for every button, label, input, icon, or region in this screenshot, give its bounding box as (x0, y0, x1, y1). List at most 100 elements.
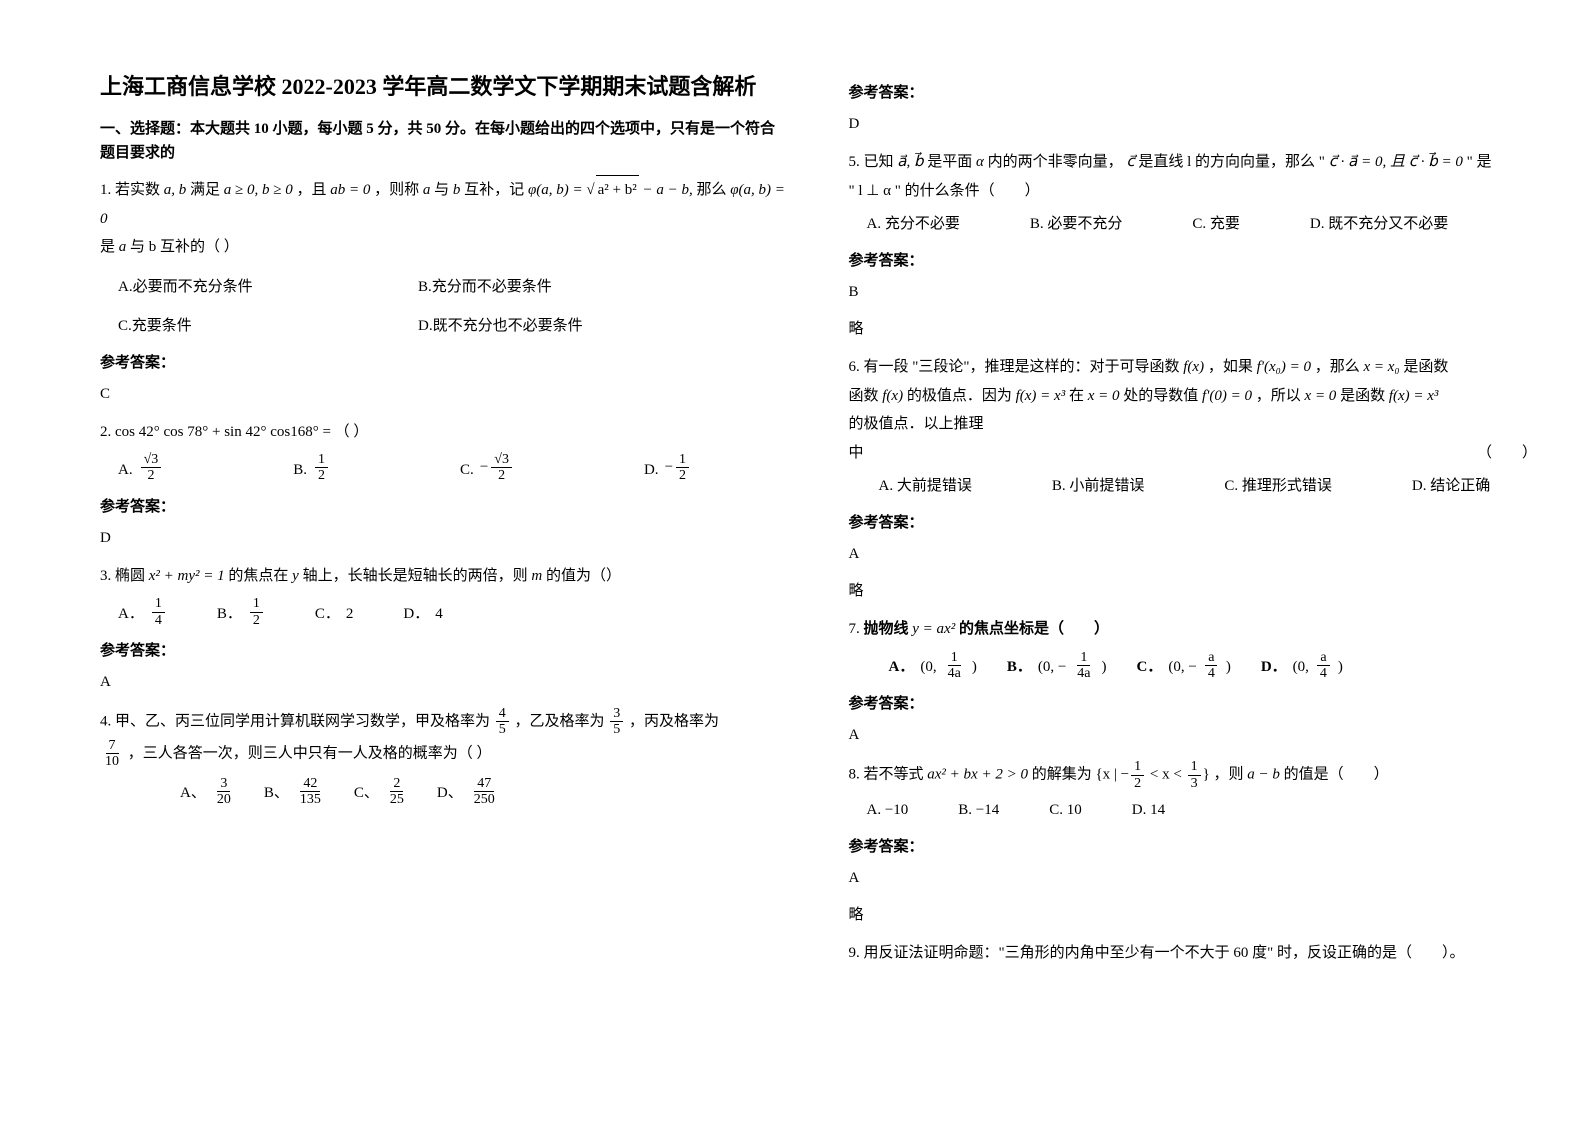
q2-optD: D. − 12 (644, 452, 691, 484)
q1-t3: ，且 (297, 182, 327, 198)
q8-answer: A (849, 865, 1538, 892)
q1-t1: 若实数 (115, 182, 160, 198)
q3-t3: 轴上，长轴长是短轴长的两倍，则 (303, 568, 528, 584)
frac-icon: 35 (610, 706, 623, 738)
q8-t4: 的值是（ ） (1284, 767, 1389, 783)
q6-t9: 是函数 (1340, 388, 1385, 404)
q6-fp0: f'(0) = 0 (1202, 388, 1252, 404)
q7-optC: C． (0, −a4) (1137, 650, 1231, 682)
q3-expr: x² + my² = 1 (149, 568, 225, 584)
q9-text: 用反证法证明命题："三角形的内角中至少有一个不大于 60 度" 时，反设正确的是… (864, 945, 1465, 961)
question-9: 9. 用反证法证明命题："三角形的内角中至少有一个不大于 60 度" 时，反设正… (849, 939, 1538, 968)
neg-frac-icon: − √32 (480, 452, 514, 484)
q6-fx2: f(x) (882, 388, 903, 404)
q3-Clabel: C． (315, 601, 340, 628)
q1-t2: 满足 (190, 182, 220, 198)
frac-icon: 12 (315, 452, 328, 484)
q8-set-mid: < x < (1146, 767, 1185, 783)
q5-optA: A. 充分不必要 (867, 211, 960, 238)
frac-icon: 12 (250, 596, 263, 628)
q6-optC: C. 推理形式错误 (1224, 473, 1332, 500)
q9-num: 9. (849, 945, 860, 961)
q7-t: 抛物线 (864, 621, 909, 637)
question-6: 6. 有一段 "三段论"，推理是这样的：对于可导函数 f(x) ，如果 f'(x… (849, 353, 1538, 467)
q5-optB: B. 必要不充分 (1030, 211, 1123, 238)
q4-Blabel: B、 (264, 780, 289, 807)
frac-icon: a4 (1317, 650, 1330, 682)
q6-t8: ，所以 (1256, 388, 1301, 404)
q1-num: 1. (100, 182, 111, 198)
q6-t11: 中 (849, 445, 864, 461)
q7-A-after: ) (972, 654, 977, 681)
q3-options: A． 14 B． 12 C． 2 D． 4 (118, 596, 789, 628)
q7-D-after: ) (1338, 654, 1343, 681)
frac-icon: 14a (945, 650, 964, 682)
q5-answer-label: 参考答案： (849, 248, 1538, 275)
q3-t1: 椭圆 (115, 568, 145, 584)
q5-t1: 已知 (864, 154, 894, 170)
q5-quote: " l ⊥ α " (849, 183, 901, 199)
q3-Cval: 2 (346, 601, 354, 628)
q4-answer-label: 参考答案： (849, 80, 1538, 107)
q7-Dlabel: D． (1261, 654, 1287, 681)
q4-t2: ，乙及格率为 (515, 713, 605, 729)
q8-amb: a − b (1247, 767, 1280, 783)
q1-phitail: − a − b, (639, 182, 693, 198)
q6-t6: 在 (1069, 388, 1084, 404)
q6-fx: f(x) (1183, 359, 1204, 375)
q3-m: m (531, 568, 542, 584)
q1-cond1: a ≥ 0, b ≥ 0 (224, 182, 293, 198)
question-1: 1. 若实数 a, b 满足 a ≥ 0, b ≥ 0 ，且 ab = 0 ，则… (100, 175, 789, 262)
q8-optA: A. −10 (867, 797, 909, 824)
frac-icon: 13 (1188, 759, 1201, 791)
q3-optA: A． 14 (118, 596, 167, 628)
frac-icon: 14 (152, 596, 165, 628)
frac-icon: 14a (1074, 650, 1093, 682)
q7-num: 7. (849, 621, 860, 637)
q1-phi1: φ(a, b) = (528, 182, 586, 198)
q4-answer: D (849, 111, 1538, 138)
q8-optD: D. 14 (1132, 797, 1165, 824)
q1-sqrt: a² + b² (596, 175, 639, 205)
q5-omit: 略 (849, 316, 1538, 343)
q4-optC: C、 225 (354, 776, 409, 808)
frac-icon: 45 (496, 706, 509, 738)
q5-answer: B (849, 279, 1538, 306)
q8-t3: ，则 (1214, 767, 1244, 783)
q2-num: 2. (100, 424, 111, 440)
q6-xeq: x = x₀ (1363, 359, 1399, 375)
q5-t4: 是直线 l 的方向向量，那么 " (1138, 154, 1325, 170)
q1-ab: a, b (164, 182, 187, 198)
q4-optB: B、 42135 (264, 776, 326, 808)
q3-answer-label: 参考答案： (100, 638, 789, 665)
q1-answer: C (100, 381, 789, 408)
question-8: 8. 若不等式 ax² + bx + 2 > 0 的解集为 {x | −12 <… (849, 759, 1538, 791)
q3-Dlabel: D． (403, 601, 429, 628)
q8-expr: ax² + bx + 2 > 0 (927, 767, 1028, 783)
q5-optD: D. 既不充分又不必要 (1310, 211, 1448, 238)
q8-t1: 若不等式 (864, 767, 924, 783)
q1-answer-label: 参考答案： (100, 350, 789, 377)
q2-expr: cos 42° cos 78° + sin 42° cos168° = (115, 424, 331, 440)
q8-options: A. −10 B. −14 C. 10 D. 14 (867, 797, 1538, 824)
left-column: 上海工商信息学校 2022-2023 学年高二数学文下学期期末试题含解析 一、选… (100, 70, 819, 1092)
q6-x0b: x = 0 (1305, 388, 1337, 404)
q6-num: 6. (849, 359, 860, 375)
q1-t4: ，则称 (374, 182, 419, 198)
q6-options: A. 大前提错误 B. 小前提错误 C. 推理形式错误 D. 结论正确 (879, 473, 1538, 500)
question-2: 2. cos 42° cos 78° + sin 42° cos168° = （… (100, 418, 789, 447)
q1-optA: A.必要而不充分条件 (118, 274, 418, 301)
q3-Blabel: B． (217, 601, 242, 628)
question-7: 7. 抛物线 y = ax² 的焦点坐标是（ ） (849, 615, 1538, 644)
q5-vecab: a⃗, b⃗ (897, 154, 923, 170)
question-3: 3. 椭圆 x² + my² = 1 的焦点在 y 轴上，长轴长是短轴长的两倍，… (100, 562, 789, 591)
q6-t5: 的极值点．因为 (907, 388, 1012, 404)
q5-t6: 的什么条件（ ） (905, 183, 1040, 199)
frac-icon: 47250 (471, 776, 498, 808)
q1-a: a (423, 182, 431, 198)
q1-optD: D.既不充分也不必要条件 (418, 313, 718, 340)
q7-optA: A． (0, 14a) (889, 650, 977, 682)
document-title: 上海工商信息学校 2022-2023 学年高二数学文下学期期末试题含解析 (100, 70, 789, 103)
q3-t4: 的值为（） (546, 568, 621, 584)
q6-t7: 处的导数值 (1123, 388, 1198, 404)
